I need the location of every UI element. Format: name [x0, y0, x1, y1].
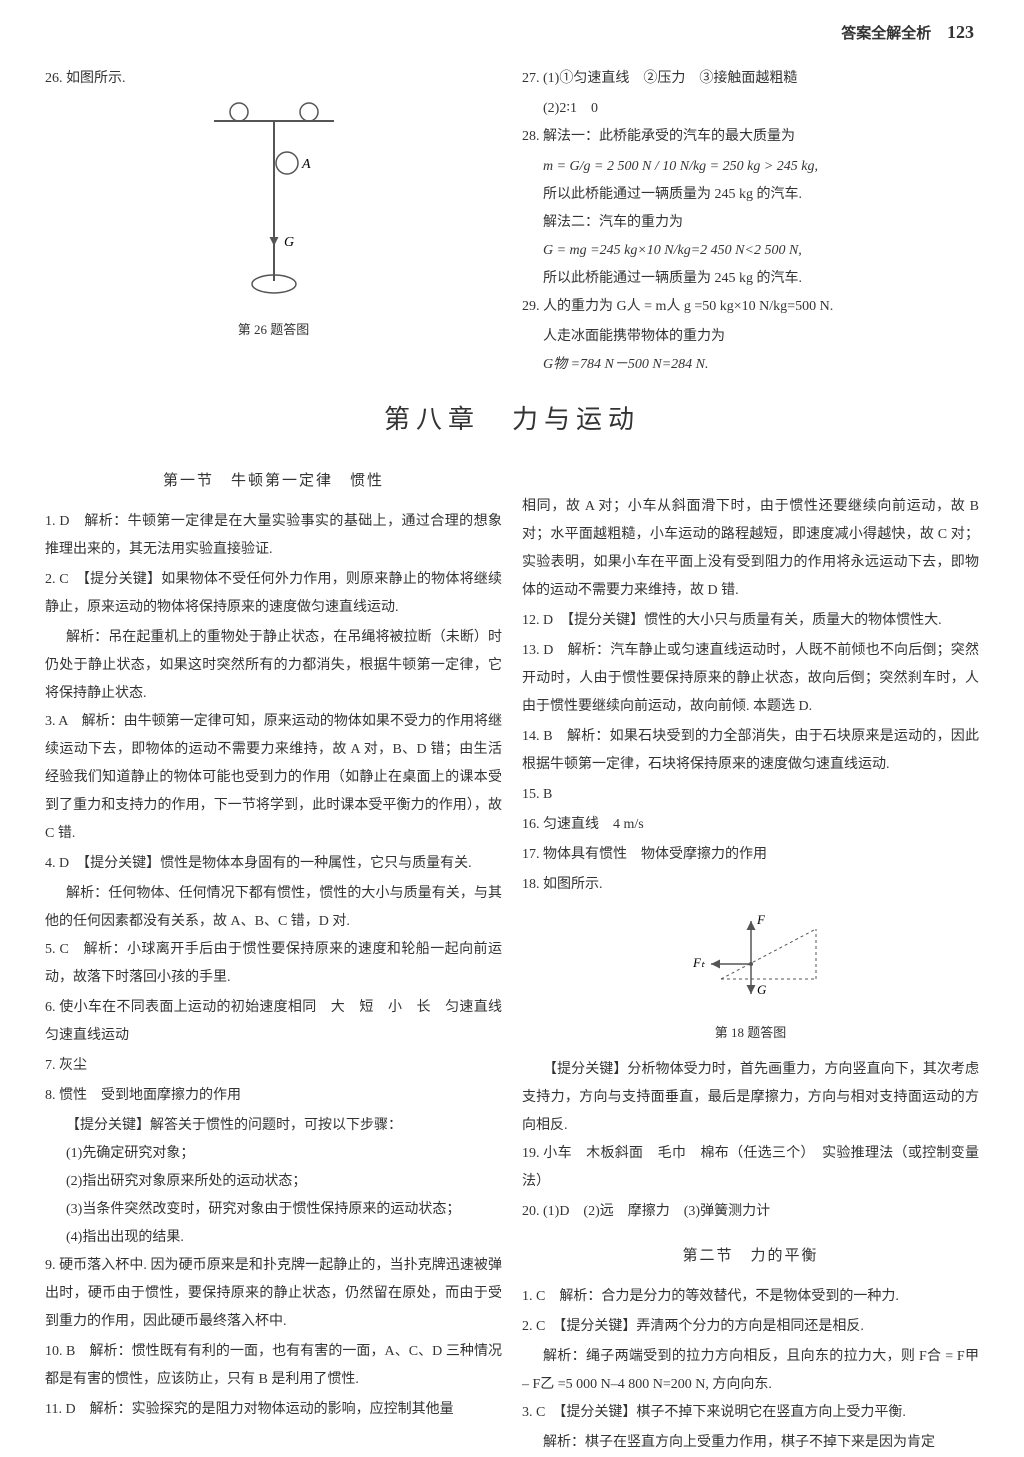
s1-q18tip: 【提分关键】分析物体受力时，首先画重力，方向竖直向下，其次考虑支持力，方向与支持…	[522, 1056, 979, 1140]
s1-q3: 3. A 解析：由牛顿第一定律可知，原来运动的物体如果不受力的作用将继续运动下去…	[45, 708, 502, 848]
figure-18-caption: 第 18 题答图	[522, 1020, 979, 1046]
s1-q17: 17. 物体具有惯性 物体受摩擦力的作用	[522, 841, 979, 869]
fig18-label-f: F	[756, 912, 766, 927]
q28-line6: 所以此桥能通过一辆质量为 245 kg 的汽车.	[522, 265, 979, 293]
s1-q8-6: (4)指出出现的结果.	[45, 1224, 502, 1252]
s1-q14: 14. B 解析：如果石块受到的力全部消失，由于石块原来是运动的，因此根据牛顿第…	[522, 723, 979, 779]
q26-text: 26. 如图所示.	[45, 65, 502, 93]
figure-18-svg: F Fₜ G	[671, 909, 831, 1004]
s2-q2-1: 2. C 【提分关键】弄清两个分力的方向是相同还是相反.	[522, 1313, 979, 1341]
q28-line5: G = mg =245 kg×10 N/kg=2 450 N<2 500 N,	[522, 237, 979, 265]
s1-q13: 13. D 解析：汽车静止或匀速直线运动时，人既不前倾也不向后倒；突然开动时，人…	[522, 637, 979, 721]
s1-q2-1: 2. C 【提分关键】如果物体不受任何外力作用，则原来静止的物体将继续静止，原来…	[45, 566, 502, 622]
s1-q12: 12. D 【提分关键】惯性的大小只与质量有关，质量大的物体惯性大.	[522, 607, 979, 635]
fig26-label-a: A	[301, 157, 311, 172]
s1-q6: 6. 使小车在不同表面上运动的初始速度相同 大 短 小 长 匀速直线 匀速直线运…	[45, 994, 502, 1050]
q27-line1: 27. (1)①匀速直线 ②压力 ③接触面越粗糙	[522, 65, 979, 93]
s1-q8-4: (2)指出研究对象原来所处的运动状态；	[45, 1168, 502, 1196]
fig18-label-g: G	[757, 982, 767, 997]
s1-q8-3: (1)先确定研究对象；	[45, 1140, 502, 1168]
q28-line2: m = G/g = 2 500 N / 10 N/kg = 250 kg > 2…	[522, 153, 979, 181]
s1-q20: 20. (1)D (2)远 摩擦力 (3)弹簧测力计	[522, 1198, 979, 1226]
s1-q5: 5. C 解析：小球离开手后由于惯性要保持原来的速度和轮船一起向前运动，故落下时…	[45, 936, 502, 992]
figure-26-caption: 第 26 题答图	[45, 317, 502, 343]
chapter-title: 第八章 力与运动	[45, 399, 979, 436]
q29-line1: 29. 人的重力为 G人 = m人 g =50 kg×10 N/kg=500 N…	[522, 293, 979, 321]
s1-q8-2: 【提分关键】解答关于惯性的问题时，可按以下步骤：	[45, 1112, 502, 1140]
s1-q18: 18. 如图所示.	[522, 871, 979, 899]
s1-q19: 19. 小车 木板斜面 毛巾 棉布（任选三个） 实验推理法（或控制变量法）	[522, 1140, 979, 1196]
s1-q8-1: 8. 惯性 受到地面摩擦力的作用	[45, 1082, 502, 1110]
s2-q2-2: 解析：绳子两端受到的拉力方向相反，且向东的拉力大，则 F合 = F甲 – F乙 …	[522, 1343, 979, 1399]
s2-q3-2: 解析：棋子在竖直方向上受重力作用，棋子不掉下来是因为肯定	[522, 1429, 979, 1457]
s1-q11: 11. D 解析：实验探究的是阻力对物体运动的影响，应控制其他量	[45, 1396, 502, 1424]
s1-q7: 7. 灰尘	[45, 1052, 502, 1080]
s1-q15: 15. B	[522, 781, 979, 809]
header-title: 答案全解全析	[841, 26, 931, 42]
q29-line3: G物 =784 N－500 N=284 N.	[522, 351, 979, 379]
s2-q3-1: 3. C 【提分关键】棋子不掉下来说明它在竖直方向上受力平衡.	[522, 1399, 979, 1427]
s2-q1: 1. C 解析：合力是分力的等效替代，不是物体受到的一种力.	[522, 1283, 979, 1311]
s1-q10: 10. B 解析：惯性既有有利的一面，也有有害的一面，A、C、D 三种情况都是有…	[45, 1338, 502, 1394]
s1-q16: 16. 匀速直线 4 m/s	[522, 811, 979, 839]
s1-q2-2: 解析：吊在起重机上的重物处于静止状态，在吊绳将被拉断（未断）时仍处于静止状态，如…	[45, 624, 502, 708]
page-number: 123	[947, 22, 974, 42]
q28-line4: 解法二：汽车的重力为	[522, 209, 979, 237]
page-header: 答案全解全析 123	[841, 22, 974, 43]
s1-q4-2: 解析：任何物体、任何情况下都有惯性，惯性的大小与质量有关，与其他的任何因素都没有…	[45, 880, 502, 936]
s1-q11cont: 相同，故 A 对；小车从斜面滑下时，由于惯性还要继续向前运动，故 B 对；水平面…	[522, 493, 979, 605]
q29-line2: 人走冰面能携带物体的重力为	[522, 323, 979, 351]
s1-q4-1: 4. D 【提分关键】惯性是物体本身固有的一种属性，它只与质量有关.	[45, 850, 502, 878]
q27-line2: (2)2∶1 0	[522, 95, 979, 123]
figure-26: A G 第 26 题答图	[45, 101, 502, 343]
q28-line3: 所以此桥能通过一辆质量为 245 kg 的汽车.	[522, 181, 979, 209]
q28-line1: 28. 解法一：此桥能承受的汽车的最大质量为	[522, 123, 979, 151]
s1-q8-5: (3)当条件突然改变时，研究对象由于惯性保持原来的运动状态；	[45, 1196, 502, 1224]
section1-title: 第一节 牛顿第一定律 惯性	[45, 466, 502, 496]
figure-18: F Fₜ G 第 18 题答图	[522, 909, 979, 1046]
s1-q9: 9. 硬币落入杯中. 因为硬币原来是和扑克牌一起静止的，当扑克牌迅速被弹出时，硬…	[45, 1252, 502, 1336]
fig26-label-g: G	[284, 235, 294, 250]
s1-q1: 1. D 解析：牛顿第一定律是在大量实验事实的基础上，通过合理的想象推理出来的，…	[45, 508, 502, 564]
figure-26-svg: A G	[184, 101, 364, 301]
fig18-label-ff: Fₜ	[692, 955, 706, 970]
section2-title: 第二节 力的平衡	[522, 1241, 979, 1271]
